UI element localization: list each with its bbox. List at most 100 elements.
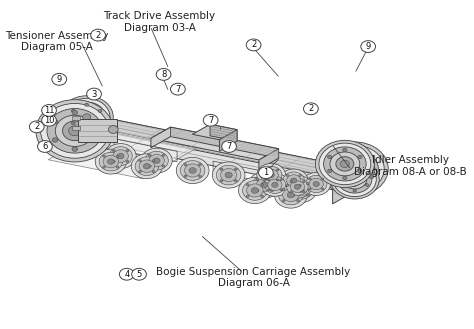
Circle shape bbox=[184, 164, 201, 177]
Circle shape bbox=[343, 176, 347, 180]
Circle shape bbox=[98, 109, 102, 113]
FancyBboxPatch shape bbox=[79, 119, 117, 142]
Circle shape bbox=[162, 165, 165, 167]
Circle shape bbox=[297, 188, 300, 190]
Circle shape bbox=[309, 178, 323, 190]
Circle shape bbox=[338, 156, 371, 182]
Text: 2: 2 bbox=[308, 104, 313, 113]
Circle shape bbox=[365, 172, 369, 175]
Circle shape bbox=[116, 166, 119, 168]
Circle shape bbox=[288, 180, 313, 199]
Circle shape bbox=[261, 184, 264, 186]
Circle shape bbox=[282, 200, 285, 202]
Circle shape bbox=[72, 147, 78, 151]
Text: Track Drive Assembly
Diagram 03-A: Track Drive Assembly Diagram 03-A bbox=[103, 11, 216, 33]
Circle shape bbox=[264, 169, 278, 181]
Circle shape bbox=[92, 138, 97, 142]
Circle shape bbox=[37, 140, 52, 152]
Circle shape bbox=[290, 181, 292, 183]
Circle shape bbox=[29, 121, 44, 133]
Circle shape bbox=[353, 167, 356, 169]
Circle shape bbox=[47, 109, 102, 153]
Circle shape bbox=[85, 128, 89, 131]
Circle shape bbox=[325, 145, 384, 192]
Circle shape bbox=[306, 183, 310, 185]
Circle shape bbox=[353, 189, 356, 192]
Circle shape bbox=[257, 164, 285, 187]
FancyBboxPatch shape bbox=[360, 155, 374, 172]
Circle shape bbox=[246, 195, 249, 197]
Circle shape bbox=[352, 183, 357, 186]
Polygon shape bbox=[210, 124, 237, 141]
Circle shape bbox=[238, 177, 271, 204]
Circle shape bbox=[267, 179, 270, 181]
Circle shape bbox=[119, 268, 134, 280]
Circle shape bbox=[116, 155, 119, 157]
Circle shape bbox=[343, 148, 347, 152]
Circle shape bbox=[365, 184, 369, 186]
Circle shape bbox=[112, 160, 115, 163]
Circle shape bbox=[292, 183, 295, 185]
Circle shape bbox=[69, 126, 81, 136]
Circle shape bbox=[264, 176, 286, 193]
Circle shape bbox=[138, 170, 141, 173]
Circle shape bbox=[141, 148, 172, 173]
Polygon shape bbox=[97, 116, 367, 184]
Text: 3: 3 bbox=[91, 89, 97, 99]
Circle shape bbox=[290, 191, 292, 193]
Polygon shape bbox=[219, 130, 237, 151]
Circle shape bbox=[256, 178, 259, 180]
Polygon shape bbox=[333, 170, 367, 204]
Text: 5: 5 bbox=[137, 270, 142, 279]
Circle shape bbox=[351, 176, 358, 182]
Circle shape bbox=[287, 175, 301, 186]
Text: Bogie Suspension Carriage Assembly
Diagram 06-A: Bogie Suspension Carriage Assembly Diagr… bbox=[156, 267, 351, 288]
Circle shape bbox=[297, 200, 300, 202]
Circle shape bbox=[328, 155, 332, 159]
Text: 2: 2 bbox=[34, 122, 39, 131]
Polygon shape bbox=[48, 129, 197, 179]
Circle shape bbox=[369, 159, 374, 163]
Circle shape bbox=[336, 157, 354, 171]
Circle shape bbox=[126, 149, 129, 152]
Circle shape bbox=[291, 178, 297, 183]
Circle shape bbox=[108, 159, 114, 164]
Circle shape bbox=[203, 114, 218, 126]
Circle shape bbox=[92, 119, 97, 124]
Text: Tensioner Assembly
Diagram 05-A: Tensioner Assembly Diagram 05-A bbox=[6, 31, 109, 52]
Circle shape bbox=[246, 39, 261, 51]
Circle shape bbox=[361, 41, 375, 52]
Circle shape bbox=[284, 176, 317, 203]
Circle shape bbox=[347, 173, 362, 185]
Polygon shape bbox=[192, 124, 237, 140]
Circle shape bbox=[343, 170, 367, 189]
Circle shape bbox=[282, 188, 285, 190]
Circle shape bbox=[212, 162, 245, 188]
Circle shape bbox=[336, 159, 340, 163]
Circle shape bbox=[292, 194, 295, 196]
Circle shape bbox=[287, 178, 308, 195]
Circle shape bbox=[225, 172, 232, 178]
Circle shape bbox=[220, 168, 237, 182]
Text: 2: 2 bbox=[251, 40, 256, 49]
Circle shape bbox=[283, 189, 299, 202]
Circle shape bbox=[309, 178, 311, 180]
Circle shape bbox=[156, 68, 171, 80]
Circle shape bbox=[126, 160, 129, 163]
Circle shape bbox=[328, 169, 332, 173]
Circle shape bbox=[261, 173, 289, 196]
Circle shape bbox=[246, 184, 249, 186]
Text: 7: 7 bbox=[208, 116, 213, 125]
Circle shape bbox=[358, 169, 362, 173]
Circle shape bbox=[145, 151, 168, 170]
Circle shape bbox=[102, 155, 105, 157]
Circle shape bbox=[297, 187, 304, 192]
Text: 7: 7 bbox=[227, 142, 232, 151]
Circle shape bbox=[148, 154, 151, 156]
Circle shape bbox=[52, 119, 58, 124]
Circle shape bbox=[299, 174, 301, 177]
Circle shape bbox=[184, 175, 187, 177]
Circle shape bbox=[309, 188, 311, 190]
Circle shape bbox=[112, 149, 115, 152]
Polygon shape bbox=[151, 127, 279, 160]
